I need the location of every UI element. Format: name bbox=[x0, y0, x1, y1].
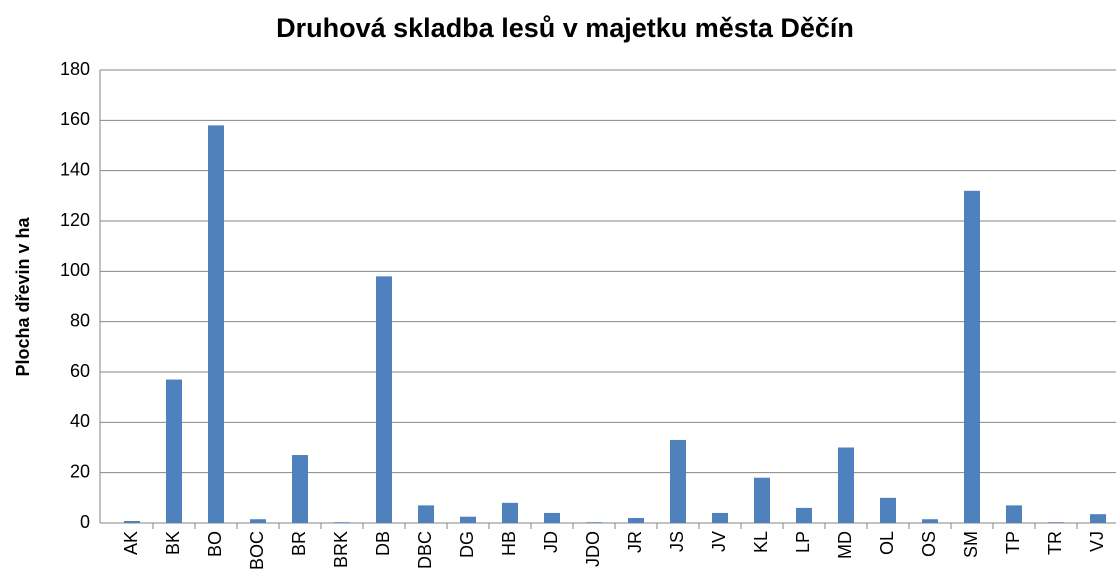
x-tick-label: TP bbox=[1003, 531, 1023, 554]
bar bbox=[670, 439, 686, 523]
y-tick-label: 80 bbox=[70, 310, 90, 330]
y-tick-label: 40 bbox=[70, 411, 90, 431]
x-tick-label: JV bbox=[709, 531, 729, 552]
x-tick-label: DG bbox=[457, 531, 477, 558]
bar bbox=[922, 519, 938, 523]
x-tick-label: VJ bbox=[1087, 531, 1107, 552]
bar bbox=[460, 516, 476, 523]
x-tick-label: JR bbox=[625, 531, 645, 553]
x-tick-label: OS bbox=[919, 531, 939, 557]
bar bbox=[1090, 514, 1106, 523]
x-tick-label: MD bbox=[835, 531, 855, 559]
bar bbox=[880, 497, 896, 523]
bar bbox=[838, 447, 854, 523]
y-tick-label: 180 bbox=[60, 59, 90, 79]
bar bbox=[418, 505, 434, 523]
y-tick-label: 60 bbox=[70, 361, 90, 381]
x-tick-label: JDO bbox=[583, 531, 603, 567]
y-tick-label: 120 bbox=[60, 210, 90, 230]
bar bbox=[376, 276, 392, 523]
bar bbox=[544, 512, 560, 523]
x-tick-label: LP bbox=[793, 531, 813, 553]
x-tick-label: HB bbox=[499, 531, 519, 556]
bar bbox=[964, 190, 980, 524]
x-tick-label: AK bbox=[121, 531, 141, 555]
y-tick-label: 140 bbox=[60, 159, 90, 179]
bar bbox=[754, 477, 770, 523]
bar bbox=[124, 520, 140, 523]
x-tick-label: BR bbox=[289, 531, 309, 556]
x-tick-label: JD bbox=[541, 531, 561, 553]
chart-title: Druhová skladba lesů v majetku města Děč… bbox=[276, 13, 854, 43]
bar bbox=[166, 379, 182, 523]
x-tick-label: OL bbox=[877, 531, 897, 555]
bar bbox=[796, 507, 812, 523]
x-tick-label: BRK bbox=[331, 531, 351, 568]
bar bbox=[292, 455, 308, 523]
x-tick-label: DB bbox=[373, 531, 393, 556]
bar bbox=[712, 512, 728, 523]
x-tick-label: TR bbox=[1045, 531, 1065, 555]
bar bbox=[502, 502, 518, 523]
x-tick-label: BK bbox=[163, 531, 183, 555]
bar bbox=[208, 125, 224, 523]
y-axis-label: Plocha dřevin v ha bbox=[13, 216, 33, 376]
y-tick-label: 0 bbox=[80, 512, 90, 532]
bar bbox=[586, 522, 602, 523]
bar bbox=[1006, 505, 1022, 523]
x-tick-label: JS bbox=[667, 531, 687, 552]
bar bbox=[334, 522, 350, 523]
x-tick-label: KL bbox=[751, 531, 771, 553]
x-tick-label: SM bbox=[961, 531, 981, 558]
y-tick-label: 20 bbox=[70, 461, 90, 481]
y-tick-label: 100 bbox=[60, 260, 90, 280]
x-tick-label: BO bbox=[205, 531, 225, 557]
x-tick-label: DBC bbox=[415, 531, 435, 569]
bar bbox=[250, 519, 266, 523]
bar bbox=[628, 517, 644, 523]
x-tick-label: BOC bbox=[247, 531, 267, 570]
bar bbox=[1048, 522, 1064, 523]
y-tick-label: 160 bbox=[60, 109, 90, 129]
